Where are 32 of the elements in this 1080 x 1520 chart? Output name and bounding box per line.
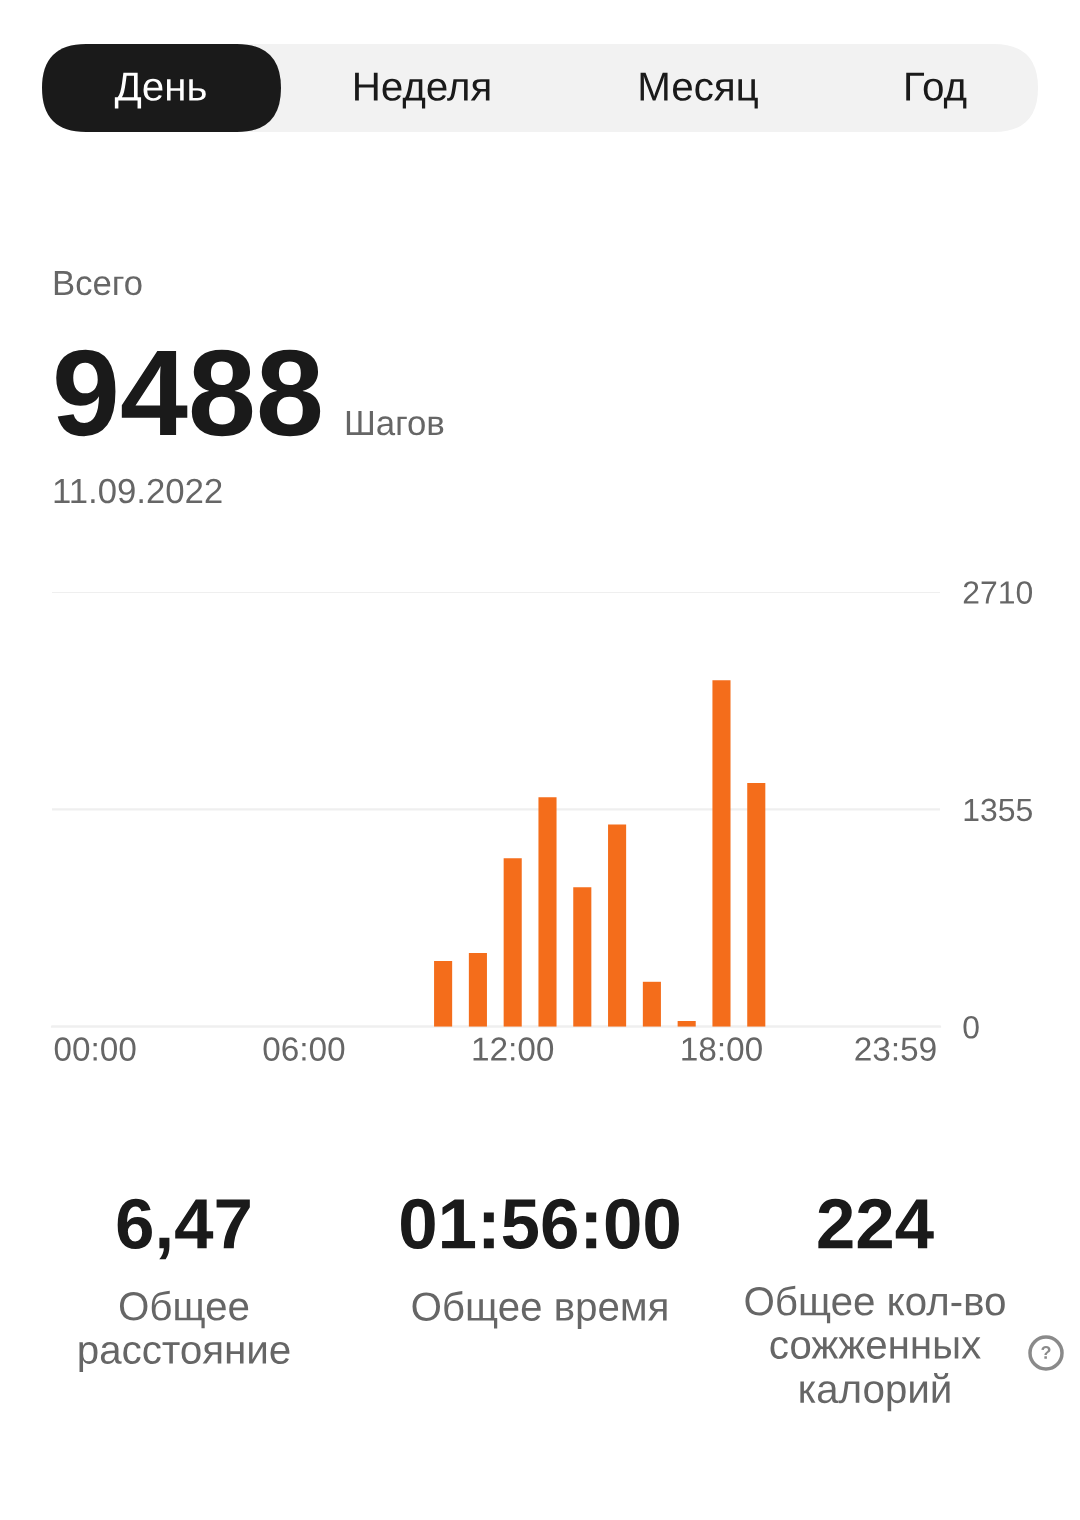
x-tick-label: 12:00 [473, 1037, 554, 1061]
text: Общее расстояние [79, 1290, 290, 1372]
x-tick-label: 23:59 [855, 1037, 936, 1061]
chart-subtitle: 11.09.2022 [54, 478, 222, 504]
text: День [114, 72, 206, 109]
bar [642, 981, 661, 1027]
bar [538, 797, 557, 1027]
text: 01:56:00 [401, 1198, 679, 1250]
bar [573, 887, 592, 1027]
x-tick-label: 06:00 [263, 1037, 345, 1061]
y-tick-label: 1355 [964, 798, 1032, 822]
text: 6,47 [117, 1198, 250, 1260]
bar [608, 824, 627, 1027]
text: Месяц [640, 72, 758, 109]
x-tick-label: 18:00 [682, 1037, 762, 1061]
bar [503, 858, 522, 1027]
x-tick-label: 00:00 [54, 1037, 136, 1061]
text: Всего [54, 271, 142, 296]
y-tick-label: 0 [963, 1015, 979, 1039]
text: Общее кол-во сожженных калорий [745, 1285, 1005, 1412]
text: ? [1041, 1346, 1051, 1359]
bar [468, 952, 487, 1027]
chart-title: 9488 [56, 349, 321, 437]
y-tick-label: 2710 [963, 581, 1033, 604]
bar [434, 960, 453, 1027]
text: Год [906, 72, 967, 109]
text: 224 [818, 1198, 934, 1249]
bar [712, 680, 731, 1027]
text: Общее время [412, 1291, 667, 1329]
text: Шагов [346, 411, 444, 436]
bar [747, 782, 766, 1027]
text: Неделя [355, 72, 490, 109]
